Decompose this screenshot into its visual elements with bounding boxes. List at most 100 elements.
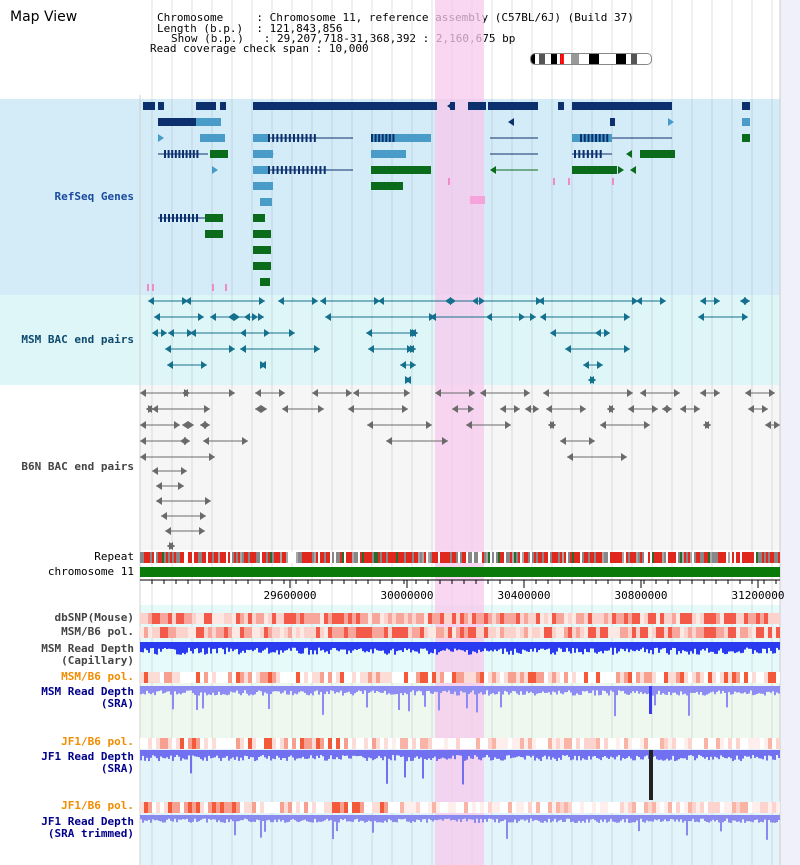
msm-b6-pol-cell [700, 627, 704, 638]
msm-b6-pol-cell [648, 627, 652, 638]
refseq-track-label[interactable]: RefSeq Genes [54, 190, 134, 203]
jf1-depth-sra-bar [760, 750, 762, 759]
msm-b6-pol-cell [248, 627, 252, 638]
repeat-element [408, 552, 410, 563]
dbsnp-cell [724, 613, 728, 624]
gene-arrow [742, 102, 748, 110]
bac-end-right [530, 313, 536, 321]
jf1-depth-sra-bar [184, 750, 186, 760]
jf1-depth-sra-bar [766, 750, 768, 761]
msm-bac-track-label[interactable]: MSM BAC end pairs [21, 333, 134, 346]
jf1-depth-sra-bar [256, 750, 258, 761]
jf1-b6-pol-cell [168, 738, 172, 749]
bac-end-right [374, 297, 380, 305]
jf1-depth-trim-bar [760, 815, 762, 822]
repeat-element [668, 552, 670, 563]
repeat-track-label[interactable]: Repeat [94, 550, 134, 563]
dbsnp-cell [456, 613, 460, 624]
dbsnp-track-label[interactable]: dbSNP(Mouse) [54, 611, 134, 624]
jf1-depth-trim-bar [700, 815, 702, 819]
repeat-element [510, 552, 512, 563]
jf1-depth-sra-bar [498, 750, 500, 759]
jf1-b6-pol-cell [288, 738, 292, 749]
jf1-b6-pol-cell [260, 738, 264, 749]
jf1-depth-sra-bar [340, 750, 342, 760]
msm-b6-pol-track-label[interactable]: MSM/B6 pol. [61, 625, 134, 638]
msm-depth-sra-bar [696, 686, 698, 692]
jf1-b6-pol-track-label[interactable]: JF1/B6 pol. [61, 735, 134, 748]
chromosome-ideogram[interactable] [530, 53, 652, 65]
msm-b6-pol-cell [560, 627, 564, 638]
jf1-depth-sra-bar [332, 750, 334, 760]
msm-depth-capillary-bar [500, 642, 502, 649]
jf1-depth-trim-bar [362, 815, 364, 822]
jf1-depth-trim-bar [344, 815, 346, 819]
msm-depth-capillary-bar [444, 642, 446, 651]
msm-b6-pol-2-cell [356, 672, 360, 683]
repeat-element [464, 552, 466, 563]
msm-depth-sra-bar [254, 686, 256, 695]
jf1-depth-sra-bar [322, 750, 324, 757]
msm-depth-sra-bar [684, 686, 686, 694]
repeat-element [232, 552, 234, 563]
msm-b6-pol-2-cell [560, 672, 564, 683]
bac-end-right [412, 329, 418, 337]
msm-b6-pol-cell [720, 627, 724, 638]
msm-b6-pol-cell [688, 627, 692, 638]
repeat-element [484, 552, 486, 563]
jf1-depth-trim-bar [222, 815, 224, 823]
repeat-element [608, 552, 610, 563]
gene-exon [184, 214, 186, 222]
msm-depth-sra-bar [526, 686, 528, 692]
bac-end-left [543, 389, 549, 397]
jf1-depth-trim-bar [540, 815, 542, 823]
msm-b6-pol-cell [640, 627, 644, 638]
repeat-element [420, 552, 422, 563]
repeat-element [324, 552, 326, 563]
repeat-element [290, 552, 292, 563]
msm-depth-sra-bar [178, 686, 180, 694]
msm-depth-capillary-bar [386, 642, 388, 655]
msm-depth-capillary-bar [148, 642, 150, 653]
msm-depth-capillary-bar [396, 642, 398, 652]
jf1-rd-trim-line1: JF1 Read Depth [41, 815, 134, 828]
msm-depth-capillary-bar [382, 642, 384, 651]
dbsnp-cell [764, 613, 768, 624]
jf1-depth-trim-bar [642, 815, 644, 822]
ideogram-band [589, 54, 599, 64]
msm-depth-sra-bar [200, 686, 202, 693]
gene-arrow [668, 118, 674, 126]
msm-depth-sra-bar [280, 686, 282, 694]
jf1-depth-sra-bar [426, 750, 428, 760]
jf1-b6-pol-cell [308, 738, 312, 749]
repeat-element [712, 552, 714, 563]
repeat-element [714, 552, 716, 563]
msm-depth-capillary-bar [342, 642, 344, 650]
jf1-b6-pol-2-track-label[interactable]: JF1/B6 pol. [61, 799, 134, 812]
jf1-read-depth-trimmed-label[interactable]: JF1 Read Depth (SRA trimmed) [0, 816, 134, 840]
msm-b6-pol-cell [196, 627, 200, 638]
msm-b6-pol-2-cell [636, 672, 640, 683]
jf1-depth-trim-bar [184, 815, 186, 820]
jf1-b6-pol-2-cell [164, 802, 168, 813]
msm-depth-sra-bar [256, 686, 258, 693]
chromosome-track-label[interactable]: chromosome 11 [47, 565, 134, 578]
msm-b6-pol-cell [340, 627, 344, 638]
jf1-depth-trim-bar [154, 815, 156, 821]
msm-depth-sra-bar [664, 686, 666, 695]
msm-read-depth-capillary-label[interactable]: MSM Read Depth (Capillary) [0, 643, 134, 667]
jf1-depth-trim-bar [690, 815, 692, 822]
jf1-read-depth-sra-label[interactable]: JF1 Read Depth (SRA) [0, 751, 134, 775]
repeat-element [332, 552, 334, 563]
b6n-bac-track-label[interactable]: B6N BAC end pairs [21, 460, 134, 473]
msm-read-depth-sra-label[interactable]: MSM Read Depth (SRA) [0, 686, 134, 710]
msm-depth-sra-bar [148, 686, 150, 694]
msm-b6-pol-2-cell [240, 672, 244, 683]
dbsnp-cell [612, 613, 616, 624]
repeat-element [570, 552, 572, 563]
msm-depth-capillary-bar [706, 642, 708, 649]
msm-depth-capillary-bar [482, 642, 484, 652]
dbsnp-cell [756, 613, 760, 624]
msm-b6-pol-2-track-label[interactable]: MSM/B6 pol. [61, 670, 134, 683]
